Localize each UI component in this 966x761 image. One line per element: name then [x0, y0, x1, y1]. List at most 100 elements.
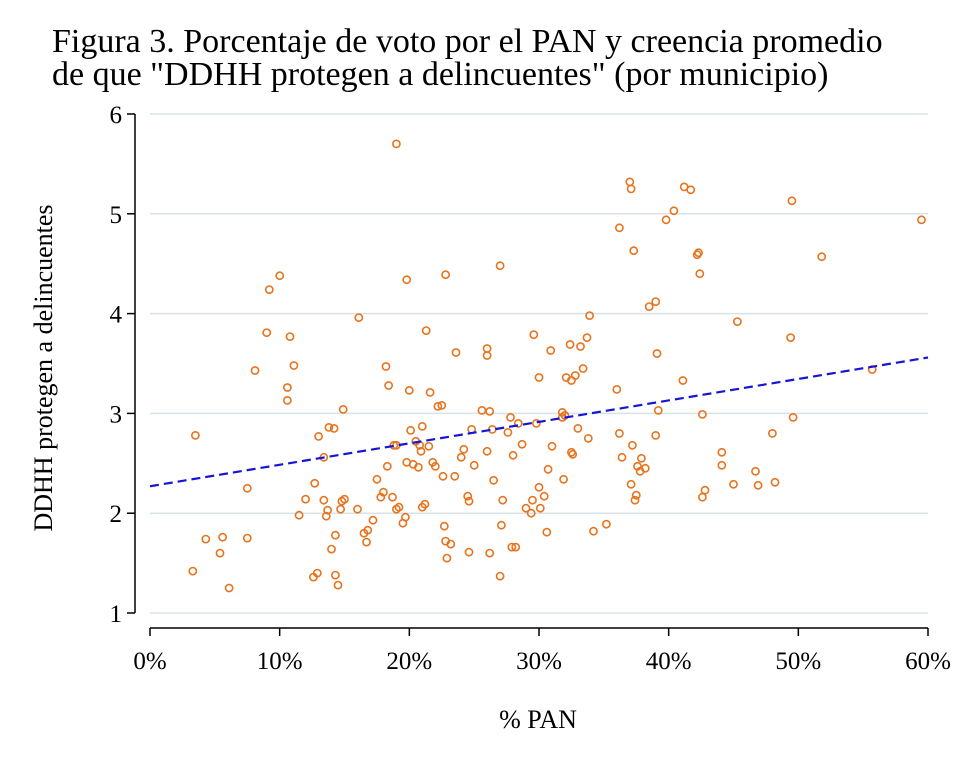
data-point — [441, 270, 450, 280]
data-point — [333, 580, 343, 590]
data-point — [336, 504, 345, 514]
data-point — [695, 269, 705, 279]
data-point — [353, 504, 362, 514]
data-point — [503, 427, 513, 437]
x-tick-label: 20% — [386, 648, 432, 675]
x-tick-label: 40% — [646, 648, 692, 675]
data-point — [570, 371, 580, 380]
y-tick-label: 2 — [110, 501, 123, 528]
data-point — [439, 521, 449, 531]
data-point — [301, 494, 310, 504]
data-point — [521, 503, 531, 513]
data-point — [753, 480, 763, 490]
x-axis-title: % PAN — [499, 705, 577, 734]
data-point — [542, 527, 552, 537]
data-point — [450, 471, 460, 481]
data-point — [327, 544, 336, 554]
data-point — [539, 491, 549, 501]
data-point — [770, 477, 780, 487]
data-point — [310, 478, 320, 488]
data-point — [282, 383, 292, 392]
data-point — [362, 537, 371, 547]
data-point — [421, 326, 431, 335]
data-point — [568, 449, 578, 459]
data-point — [321, 511, 331, 521]
data-point — [526, 508, 536, 518]
data-point — [433, 401, 443, 411]
data-point — [242, 483, 252, 493]
data-point — [651, 297, 661, 306]
data-point — [394, 502, 404, 512]
data-point — [324, 422, 334, 432]
data-point — [446, 539, 456, 549]
data-point — [382, 461, 392, 471]
x-tick-label: 50% — [775, 648, 821, 675]
data-point — [733, 317, 742, 326]
data-point — [573, 423, 583, 433]
data-point — [406, 425, 415, 435]
data-point — [416, 446, 426, 456]
data-point — [768, 428, 777, 438]
data-point — [578, 364, 588, 373]
data-point — [368, 515, 378, 525]
data-point — [513, 418, 523, 428]
data-point — [282, 395, 292, 405]
data-point — [242, 533, 252, 543]
data-point — [319, 495, 329, 505]
data-point — [430, 461, 440, 471]
x-tick-label: 0% — [133, 648, 166, 675]
data-point — [437, 400, 447, 410]
x-tick-label: 10% — [257, 648, 303, 675]
data-point — [188, 566, 198, 576]
data-point — [535, 503, 545, 513]
data-point — [363, 525, 373, 535]
data-point — [354, 313, 364, 322]
data-point — [534, 373, 544, 382]
data-point — [314, 431, 323, 441]
data-point — [250, 366, 260, 375]
data-point — [615, 223, 624, 233]
data-point — [698, 409, 707, 419]
y-axis-title: DDHH protegen a delincuentes — [29, 204, 58, 531]
data-point — [312, 568, 322, 578]
data-point — [917, 215, 926, 225]
data-point — [508, 450, 518, 460]
data-point — [529, 330, 539, 339]
data-point — [517, 439, 527, 449]
chart-title-line-2: de que "DDHH protegen a delincuentes" (p… — [52, 56, 828, 93]
data-point — [717, 447, 727, 457]
data-point — [630, 495, 640, 505]
data-point — [340, 494, 349, 504]
data-point — [459, 444, 469, 454]
data-point — [546, 346, 556, 355]
data-point — [528, 495, 537, 505]
data-point — [652, 349, 662, 358]
y-tick-label: 3 — [110, 401, 123, 428]
data-point — [582, 333, 592, 342]
data-point — [585, 311, 594, 320]
data-point — [489, 475, 498, 485]
y-tick-label: 4 — [110, 302, 123, 329]
data-point — [264, 285, 274, 294]
data-point — [559, 474, 568, 484]
chart-title-line-1: Figura 3. Porcentaje de voto por el PAN … — [52, 23, 883, 60]
fit-line — [149, 356, 929, 488]
data-point — [413, 462, 423, 472]
data-point — [451, 348, 461, 357]
data-point — [495, 571, 505, 581]
data-point — [329, 423, 339, 433]
data-point — [640, 463, 650, 473]
data-point — [425, 387, 435, 397]
data-point — [323, 505, 332, 515]
data-point — [686, 185, 696, 195]
data-point — [482, 351, 492, 360]
data-point — [817, 252, 827, 262]
data-point — [464, 547, 474, 557]
data-point — [694, 248, 703, 258]
data-point — [391, 139, 401, 149]
data-point — [729, 479, 738, 489]
data-point — [751, 466, 760, 476]
y-tick-label: 6 — [110, 102, 123, 129]
data-point — [496, 520, 506, 530]
